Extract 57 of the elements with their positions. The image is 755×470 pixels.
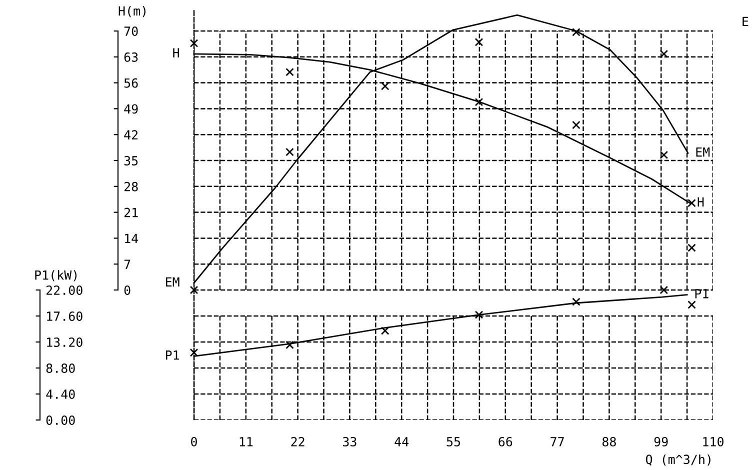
point	[660, 50, 668, 58]
x-tick-label: 66	[498, 436, 512, 446]
point	[474, 310, 484, 319]
text: P1	[166, 350, 179, 360]
y2-tick-label: 13.20	[47, 338, 82, 347]
x-tick-label: 88	[602, 436, 616, 446]
point	[660, 150, 668, 160]
x-tick-label: 33	[343, 436, 356, 446]
x-tick-label: 44	[394, 437, 409, 446]
x-tick-label: 77	[550, 437, 564, 446]
y2-tick-label: 0.00	[46, 416, 75, 425]
point	[688, 300, 696, 309]
y-tick-label: 28	[124, 182, 138, 192]
point	[286, 340, 294, 350]
text: H	[173, 48, 180, 58]
x-tick-label: 99	[654, 436, 668, 446]
text: E	[742, 16, 748, 26]
point	[474, 38, 484, 46]
y-tick-label: 56	[124, 78, 138, 88]
y-tick-label: 14	[125, 234, 138, 243]
y2-tick-label: 17.60	[47, 312, 82, 321]
y-tick-label: 70	[124, 26, 138, 36]
point	[660, 286, 668, 294]
y-tick-label: 21	[124, 208, 138, 218]
point	[572, 120, 580, 130]
point	[572, 298, 580, 306]
y2-tick-label: 8.80	[46, 364, 75, 373]
point	[190, 39, 198, 48]
x-tick-label: 0	[191, 436, 197, 446]
y-tick-label: 63	[124, 52, 138, 62]
point	[286, 148, 294, 156]
point	[572, 28, 580, 36]
text: EM	[166, 277, 180, 286]
x-axis-title: Q (m^3/h)	[646, 454, 710, 466]
series-label: H	[698, 197, 704, 207]
y2-tick-label: 22.00	[46, 286, 82, 295]
point	[688, 198, 696, 208]
point	[380, 326, 390, 335]
y2-axis-title: P1(kW)	[35, 270, 77, 282]
point	[688, 244, 696, 252]
y-axis-title: H(m)	[118, 6, 146, 18]
x-tick-label: 55	[446, 437, 460, 446]
y-tick-label: 0	[124, 286, 130, 295]
series-label: EM	[696, 147, 710, 157]
point	[190, 286, 198, 294]
x-tick-label: 11	[240, 437, 253, 446]
x-tick-label: 110	[703, 436, 724, 446]
point	[286, 68, 294, 76]
y2-tick-label: 4.40	[46, 390, 75, 399]
y-tick-label: 7	[124, 260, 130, 269]
y-tick-label: 42	[124, 130, 138, 140]
point	[190, 348, 198, 357]
x-tick-label: 22	[291, 436, 304, 446]
point	[474, 98, 484, 106]
y-tick-label: 35	[124, 156, 138, 166]
point	[380, 82, 390, 90]
y-tick-label: 49	[124, 104, 138, 114]
